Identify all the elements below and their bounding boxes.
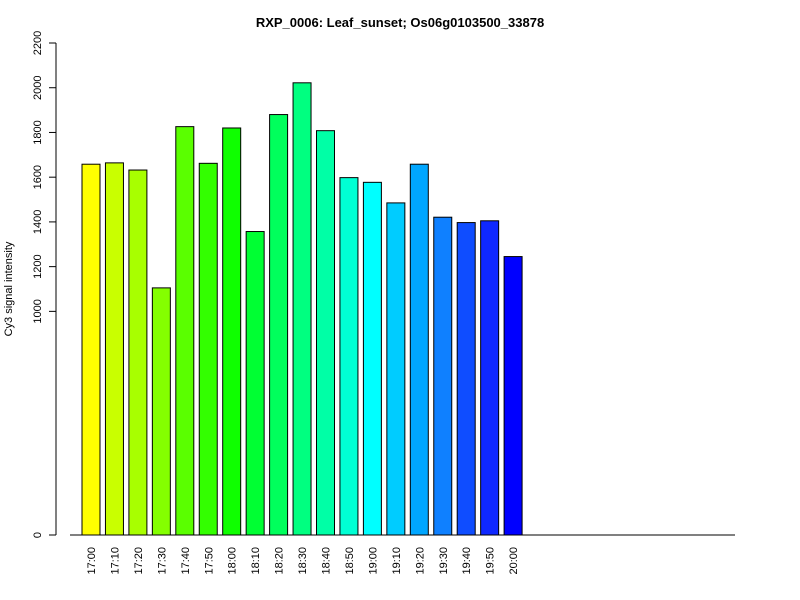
x-tick-labels: 17:00 17:10 17:20 17:30 17:40 17:50 18:00 18:10… [86, 547, 520, 575]
y-tick-label: 0 [32, 532, 44, 538]
x-tick-label: 17:40 [180, 547, 192, 575]
bar-1940 [456, 222, 476, 536]
bar-1700 [81, 163, 101, 536]
y-tick-label: 2000 [32, 75, 44, 99]
bar-1740 [175, 126, 195, 536]
bar-1910 [386, 202, 406, 536]
chart-title: RXP_0006: Leaf_sunset; Os06g0103500_3387… [256, 15, 544, 30]
x-tick-label: 17:20 [133, 547, 145, 575]
x-tick-label: 20:00 [508, 547, 520, 575]
bar-1900 [362, 181, 382, 536]
y-tick-label: 1200 [32, 254, 44, 278]
x-tick-label: 18:30 [297, 547, 309, 575]
y-tick-label: 1000 [32, 299, 44, 323]
x-tick-label: 19:10 [391, 547, 403, 575]
bar-1720 [128, 169, 148, 536]
x-tick-label: 19:00 [367, 547, 379, 575]
bar-1920 [409, 163, 429, 536]
x-tick-label: 17:30 [156, 547, 168, 575]
bar-1840 [316, 130, 335, 536]
x-tick-label: 18:00 [227, 547, 239, 575]
y-tick-label: 1800 [32, 120, 44, 144]
bar-1820 [269, 114, 289, 536]
bar-1830 [292, 82, 312, 536]
y-axis-label: Cy3 signal intensity [3, 241, 15, 336]
bar-1810 [245, 231, 265, 536]
bar-2000 [503, 256, 523, 536]
bar-1710 [104, 162, 124, 536]
bar-1800 [222, 127, 242, 536]
bar-1730 [151, 287, 171, 536]
y-tick-label: 1400 [32, 210, 44, 234]
bar-1750 [198, 162, 218, 536]
x-tick-label: 18:50 [344, 547, 356, 575]
x-tick-label: 17:10 [109, 547, 121, 575]
x-tick-label: 17:00 [86, 547, 98, 575]
x-tick-label: 19:40 [461, 547, 473, 575]
y-tick-label: 2200 [32, 31, 44, 55]
x-tick-label: 17:50 [203, 547, 215, 575]
x-tick-label: 18:40 [321, 547, 333, 575]
bar-1930 [433, 216, 453, 536]
x-tick-label: 19:30 [438, 547, 450, 575]
x-tick-label: 19:50 [485, 547, 497, 575]
y-tick-label: 1600 [32, 165, 44, 189]
bar-1950 [480, 220, 500, 536]
x-tick-label: 18:20 [274, 547, 286, 575]
x-tick-label: 19:20 [414, 547, 426, 575]
y-axis: 0 1000 1200 1400 1600 1800 2000 2200 [32, 31, 57, 538]
bars [81, 82, 523, 536]
x-tick-label: 18:10 [250, 547, 262, 575]
bar-1850 [339, 177, 359, 536]
